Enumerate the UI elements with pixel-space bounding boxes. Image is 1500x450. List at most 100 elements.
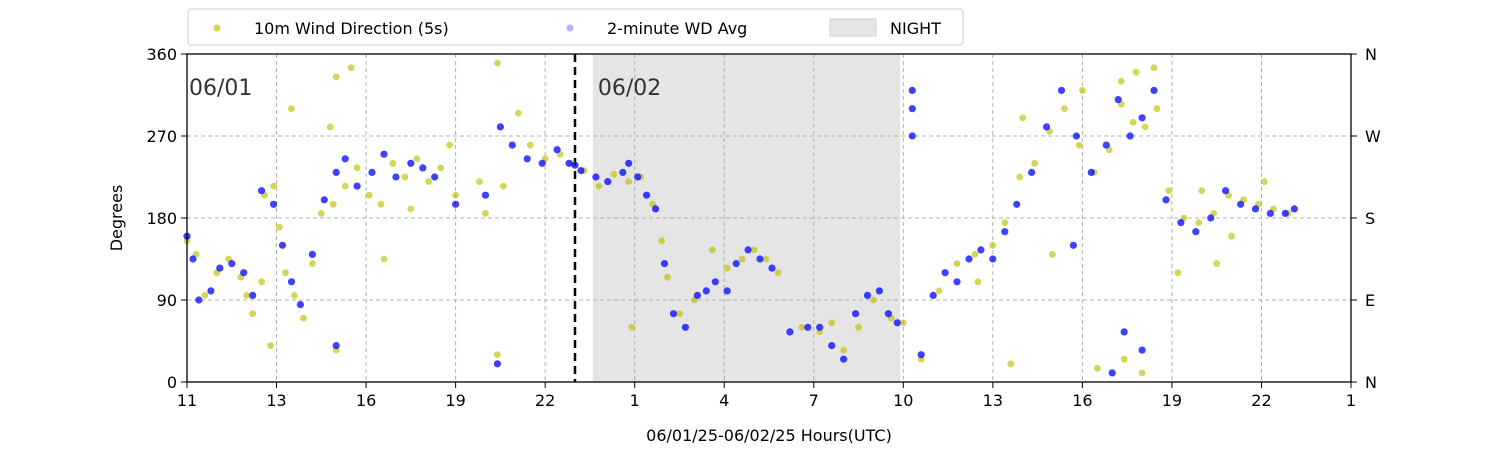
wd-avg-point — [908, 132, 916, 140]
wd-avg-point — [195, 296, 203, 304]
x-tick-label: 13 — [266, 391, 286, 410]
wind-direction-point — [989, 241, 997, 249]
wind-direction-point — [676, 310, 683, 318]
wind-direction-point — [1117, 77, 1125, 85]
wind-direction-point — [1061, 105, 1068, 113]
wind-direction-point — [738, 255, 746, 263]
x-tick-label: 10 — [893, 391, 913, 410]
wd-avg-point — [804, 323, 812, 331]
wind-direction-point — [282, 269, 289, 277]
wd-avg-point — [702, 287, 710, 295]
wd-avg-point — [496, 123, 504, 131]
wd-avg-point — [189, 255, 197, 263]
wd-avg-point — [1126, 132, 1134, 140]
wind-direction-point — [267, 342, 274, 349]
wind-direction-point — [380, 255, 388, 263]
x-tick-label: 19 — [1162, 391, 1182, 410]
wind-direction-point — [953, 260, 961, 267]
wd-avg-point — [908, 105, 916, 113]
wind-direction-point — [1141, 123, 1149, 131]
y-tick-label: 0 — [167, 373, 177, 392]
wind-direction-point — [1174, 269, 1182, 277]
wd-avg-point — [431, 173, 439, 181]
x-tick-label: 1 — [1346, 391, 1356, 410]
wind-direction-point — [899, 319, 907, 327]
wind-direction-point — [658, 237, 665, 245]
y-right-tick-label: S — [1365, 209, 1375, 228]
y-right-tick-label: N — [1365, 373, 1377, 392]
wd-avg-point — [840, 355, 848, 363]
y-right-tick-label: W — [1365, 127, 1381, 146]
wind-direction-point — [625, 178, 633, 186]
date-label: 06/01 — [189, 76, 252, 101]
wd-avg-point — [1028, 168, 1036, 176]
x-tick-label: 16 — [1072, 391, 1092, 410]
wd-avg-point — [1120, 328, 1128, 336]
wd-avg-point — [723, 287, 731, 295]
wd-avg-point — [989, 255, 997, 263]
wd-avg-point — [1043, 123, 1051, 131]
wd-avg-point — [652, 205, 660, 213]
wind-direction-point — [291, 292, 298, 299]
wind-direction-point — [855, 323, 862, 331]
wind-direction-point — [249, 310, 257, 318]
wd-avg-point — [1177, 219, 1185, 227]
wd-avg-point — [875, 287, 884, 295]
legend-label-wd-avg: 2-minute WD Avg — [607, 19, 747, 38]
wind-direction-point — [347, 64, 355, 72]
wind-direction-point — [1076, 141, 1083, 149]
wd-avg-point — [565, 159, 573, 167]
y-axis-ticks: 0 90 180 270 360 — [146, 45, 187, 392]
wind-direction-point — [329, 200, 337, 208]
wind-direction-point — [300, 314, 307, 322]
x-axis-title: 06/01/25-06/02/25 Hours(UTC) — [646, 426, 892, 445]
y-axis-title: Degrees — [107, 185, 126, 252]
wd-avg-point — [481, 191, 490, 199]
wd-avg-point — [392, 173, 400, 181]
legend-box — [187, 8, 964, 46]
wind-direction-point — [828, 319, 836, 327]
wd-avg-point — [240, 269, 248, 277]
wd-avg-point — [1207, 214, 1215, 222]
wind-direction-point — [317, 210, 325, 217]
wind-direction-point — [452, 191, 459, 199]
series-wd-2min-avg — [183, 86, 1298, 377]
legend-label-wind-direction: 10m Wind Direction (5s) — [254, 19, 449, 38]
legend-marker-wd-avg — [566, 24, 574, 32]
wind-direction-point — [332, 73, 340, 81]
wind-direction-point — [1261, 178, 1268, 186]
wd-avg-point — [643, 191, 651, 199]
y-tick-label: 180 — [146, 209, 177, 228]
wind-direction-point — [1031, 159, 1038, 167]
wind-direction-point — [1153, 105, 1161, 113]
wind-direction-point — [750, 246, 758, 254]
wind-direction-point — [1132, 68, 1140, 76]
wd-avg-point — [1192, 228, 1200, 236]
wd-avg-point — [1266, 209, 1274, 217]
wind-direction-point — [341, 182, 349, 190]
x-axis-ticks: 11 13 16 19 22 1 4 7 10 13 16 19 22 1 — [177, 382, 1356, 410]
wd-avg-point — [1162, 196, 1170, 204]
wind-direction-point — [309, 260, 316, 267]
wind-direction-point — [365, 191, 373, 199]
wd-avg-point — [965, 255, 973, 263]
wd-avg-point — [523, 155, 531, 163]
wd-avg-point — [711, 278, 719, 286]
y-tick-label: 90 — [157, 291, 177, 310]
wind-direction-point — [482, 210, 489, 217]
wd-avg-point — [1237, 200, 1245, 208]
legend-marker-night — [829, 18, 877, 37]
legend-marker-wind-direction — [213, 24, 221, 32]
wind-direction-point — [1093, 364, 1101, 372]
wd-avg-point — [977, 246, 985, 254]
wd-avg-point — [296, 301, 304, 309]
wd-avg-point — [893, 319, 901, 327]
wd-avg-point — [929, 291, 937, 299]
wind-direction-point — [723, 264, 731, 272]
wd-avg-point — [786, 328, 794, 336]
wd-avg-point — [625, 159, 633, 167]
wd-avg-point — [332, 168, 340, 176]
wd-avg-point — [538, 159, 546, 167]
wd-avg-point — [249, 291, 257, 299]
